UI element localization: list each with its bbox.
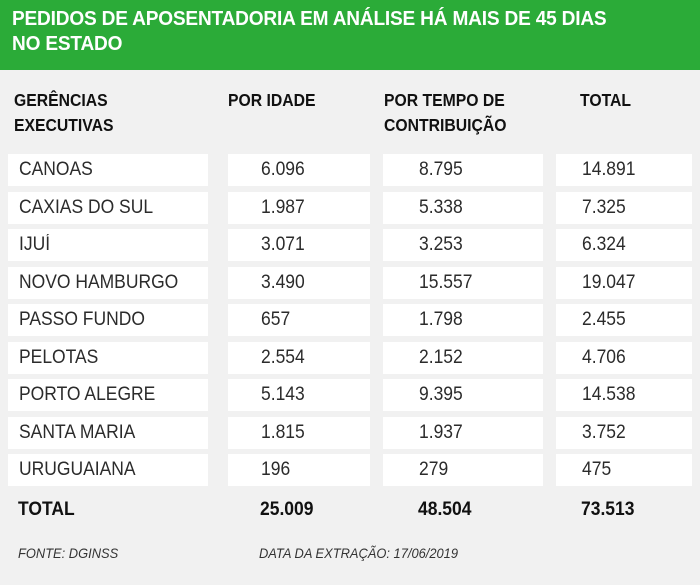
total-label: TOTAL <box>18 499 75 520</box>
gerencia-name: CANOAS <box>19 159 93 180</box>
por-idade-value: 3.490 <box>261 271 305 293</box>
cell-por-idade: 1.815 <box>228 416 370 449</box>
table-row: SANTA MARIA 1.815 1.937 3.752 <box>0 416 700 449</box>
cell-por-idade: 196 <box>228 454 370 486</box>
total-value: 14.538 <box>582 384 636 405</box>
column-header-por-tempo: POR TEMPO DE CONTRIBUIÇÃO <box>384 90 507 135</box>
table-row: URUGUAIANA 196 279 475 <box>0 454 700 486</box>
por-idade-value: 657 <box>261 309 291 330</box>
gerencia-name: PELOTAS <box>19 346 99 368</box>
gerencia-name: CAXIAS DO SUL <box>19 196 154 218</box>
cell-por-tempo: 3.253 <box>383 229 543 261</box>
cell-gerencia: SANTA MARIA <box>8 416 208 449</box>
por-tempo-value: 8.795 <box>419 159 463 180</box>
cell-total: 2.455 <box>556 304 692 336</box>
gerencia-name: URUGUAIANA <box>19 459 136 480</box>
table-row: PELOTAS 2.554 2.152 4.706 <box>0 341 700 374</box>
cell-gerencia: CANOAS <box>8 154 208 186</box>
cell-por-idade: 3.490 <box>228 266 370 299</box>
cell-por-tempo: 279 <box>383 454 543 486</box>
por-idade-value: 3.071 <box>261 234 305 255</box>
title-banner: PEDIDOS DE APOSENTADORIA EM ANÁLISE HÁ M… <box>0 0 700 68</box>
cell-total: 475 <box>556 454 692 486</box>
column-header-total: TOTAL <box>580 90 632 110</box>
banner-edge <box>0 64 700 70</box>
cell-total: 3.752 <box>556 416 692 449</box>
cell-total: 19.047 <box>556 266 692 299</box>
por-tempo-value: 279 <box>419 459 449 480</box>
cell-por-idade: 1.987 <box>228 191 370 224</box>
gerencia-name: PORTO ALEGRE <box>19 384 156 405</box>
por-idade-value: 1.815 <box>261 421 305 443</box>
total-value: 2.455 <box>582 309 626 330</box>
extraction-date-note: DATA DA EXTRAÇÃO: 17/06/2019 <box>259 545 459 561</box>
cell-total: 14.538 <box>556 379 692 411</box>
column-header-por-idade: POR IDADE <box>228 90 316 110</box>
cell-por-idade: 657 <box>228 304 370 336</box>
cell-por-tempo: 15.557 <box>383 266 543 299</box>
por-tempo-value: 15.557 <box>419 271 473 293</box>
gerencia-name: PASSO FUNDO <box>19 309 145 330</box>
gerencia-name: SANTA MARIA <box>19 421 136 443</box>
cell-por-idade: 5.143 <box>228 379 370 411</box>
por-tempo-value: 9.395 <box>419 384 463 405</box>
table-row: PASSO FUNDO 657 1.798 2.455 <box>0 304 700 336</box>
cell-por-tempo: 1.798 <box>383 304 543 336</box>
total-value: 14.891 <box>582 159 636 180</box>
cell-por-tempo: 9.395 <box>383 379 543 411</box>
total-value: 3.752 <box>582 421 626 443</box>
cell-por-idade: 2.554 <box>228 341 370 374</box>
por-idade-value: 5.143 <box>261 384 305 405</box>
cell-por-tempo: 8.795 <box>383 154 543 186</box>
por-tempo-value: 2.152 <box>419 346 463 368</box>
total-value: 4.706 <box>582 346 626 368</box>
total-por-idade: 25.009 <box>260 499 314 520</box>
cell-por-idade: 3.071 <box>228 229 370 261</box>
por-idade-value: 6.096 <box>261 159 305 180</box>
table-row: IJUÍ 3.071 3.253 6.324 <box>0 229 700 261</box>
total-value: 7.325 <box>582 196 626 218</box>
cell-por-idade: 6.096 <box>228 154 370 186</box>
total-value: 19.047 <box>582 271 636 293</box>
cell-por-tempo: 5.338 <box>383 191 543 224</box>
table-row: NOVO HAMBURGO 3.490 15.557 19.047 <box>0 266 700 299</box>
cell-gerencia: URUGUAIANA <box>8 454 208 486</box>
por-idade-value: 2.554 <box>261 346 305 368</box>
gerencia-name: IJUÍ <box>19 234 51 255</box>
cell-gerencia: PORTO ALEGRE <box>8 379 208 411</box>
por-tempo-value: 1.798 <box>419 309 463 330</box>
cell-gerencia: IJUÍ <box>8 229 208 261</box>
total-por-tempo: 48.504 <box>418 499 472 520</box>
total-row: TOTAL 25.009 48.504 73.513 <box>0 498 700 526</box>
por-tempo-value: 3.253 <box>419 234 463 255</box>
por-tempo-value: 5.338 <box>419 196 463 218</box>
cell-gerencia: NOVO HAMBURGO <box>8 266 208 299</box>
cell-por-tempo: 2.152 <box>383 341 543 374</box>
cell-total: 7.325 <box>556 191 692 224</box>
por-tempo-value: 1.937 <box>419 421 463 443</box>
table-row: CANOAS 6.096 8.795 14.891 <box>0 154 700 186</box>
por-idade-value: 1.987 <box>261 196 305 218</box>
table-title: PEDIDOS DE APOSENTADORIA EM ANÁLISE HÁ M… <box>12 7 607 55</box>
column-header-gerencias: GERÊNCIAS EXECUTIVAS <box>14 90 114 135</box>
total-geral: 73.513 <box>581 499 635 520</box>
cell-total: 6.324 <box>556 229 692 261</box>
table-row: CAXIAS DO SUL 1.987 5.338 7.325 <box>0 191 700 224</box>
cell-total: 4.706 <box>556 341 692 374</box>
cell-por-tempo: 1.937 <box>383 416 543 449</box>
source-note: FONTE: DGINSS <box>18 545 119 561</box>
total-value: 6.324 <box>582 234 626 255</box>
cell-gerencia: PELOTAS <box>8 341 208 374</box>
total-value: 475 <box>582 459 612 480</box>
cell-total: 14.891 <box>556 154 692 186</box>
gerencia-name: NOVO HAMBURGO <box>19 271 179 293</box>
cell-gerencia: CAXIAS DO SUL <box>8 191 208 224</box>
cell-gerencia: PASSO FUNDO <box>8 304 208 336</box>
table-row: PORTO ALEGRE 5.143 9.395 14.538 <box>0 379 700 411</box>
por-idade-value: 196 <box>261 459 291 480</box>
